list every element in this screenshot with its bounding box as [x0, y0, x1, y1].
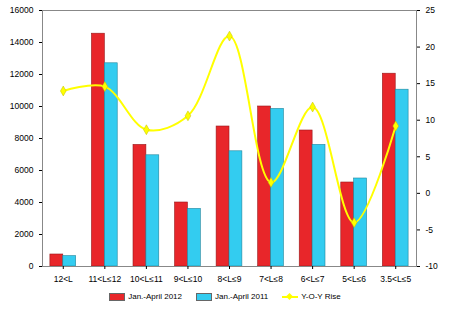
svg-text:8000: 8000: [15, 133, 34, 143]
svg-text:10: 10: [426, 115, 436, 125]
svg-text:12<L: 12<L: [54, 274, 73, 284]
svg-text:0: 0: [29, 261, 34, 271]
html-text:Y-O-Y Rise: Y-O-Y Rise: [301, 292, 341, 301]
svg-text:10<L≤11: 10<L≤11: [130, 274, 163, 284]
svg-text:-5: -5: [426, 225, 434, 235]
svg-text:11<L≤12: 11<L≤12: [89, 274, 122, 284]
svg-text:14000: 14000: [10, 37, 34, 47]
svg-text:8<L≤9: 8<L≤9: [218, 274, 242, 284]
svg-text:4000: 4000: [15, 197, 34, 207]
html-text:Jan.-April 2011: Jan.-April 2011: [215, 292, 269, 301]
svg-text:6<L≤7: 6<L≤7: [301, 274, 325, 284]
svg-text:3.5<L≤5: 3.5<L≤5: [380, 274, 411, 284]
svg-text:10000: 10000: [10, 101, 34, 111]
svg-text:9<L≤10: 9<L≤10: [174, 274, 203, 284]
svg-text:12000: 12000: [10, 69, 34, 79]
svg-text:-10: -10: [426, 261, 439, 271]
svg-text:6000: 6000: [15, 165, 34, 175]
svg-text:5: 5: [426, 152, 431, 162]
svg-text:2000: 2000: [15, 229, 34, 239]
svg-text:5<L≤6: 5<L≤6: [342, 274, 366, 284]
html-text:Jan.-April 2012: Jan.-April 2012: [128, 292, 182, 301]
svg-text:16000: 16000: [10, 5, 34, 15]
svg-text:0: 0: [426, 188, 431, 198]
svg-text:15: 15: [426, 78, 436, 88]
svg-text:7<L≤8: 7<L≤8: [259, 274, 283, 284]
svg-text:20: 20: [426, 42, 436, 52]
svg-text:25: 25: [426, 5, 436, 15]
